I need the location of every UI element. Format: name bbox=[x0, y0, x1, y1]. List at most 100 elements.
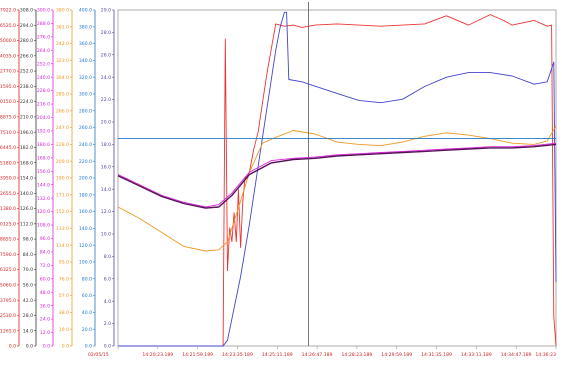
y-axis-1-tick-label: 26535.0 bbox=[0, 23, 16, 29]
plot-area bbox=[117, 9, 557, 347]
y-axis-6-tick-label: 4.0 bbox=[104, 299, 111, 305]
y-axis-5-tick-label: 20.0 bbox=[82, 327, 92, 333]
y-axis-3-tick-label: 144.0 bbox=[37, 182, 50, 188]
x-axis-tick-label: 14:28:23.189 bbox=[341, 352, 372, 358]
y-axis-3-tick-label: 264.0 bbox=[37, 48, 50, 54]
y-axis-1-tick-label: 21595.0 bbox=[0, 84, 16, 90]
y-axis-1-tick-label: 10125.0 bbox=[0, 221, 16, 227]
y-axis-5-tick-label: 260.0 bbox=[79, 125, 92, 131]
x-axis-tick-label: 14:34:47.189 bbox=[501, 352, 532, 358]
y-axis-2-tick-label: 126.0 bbox=[20, 206, 33, 212]
y-axis-1-tick-label: 17510.0 bbox=[0, 130, 16, 136]
y-axes-group: 27922.0 26535.0 25000.0 24035.0 22770.0 21595… bbox=[0, 8, 115, 350]
y-axis-1-tick-label: 18875.0 bbox=[0, 115, 16, 121]
y-axis-3-tick-label: 48.0 bbox=[40, 290, 50, 296]
x-axis-tick-label: 14:25:11.189 bbox=[262, 352, 293, 358]
y-axis-1-tick-label: 3795.0 bbox=[0, 298, 16, 304]
y-axis-3-tick-label: 0.0 bbox=[43, 344, 50, 350]
y-axis-4-tick-label: 209.0 bbox=[56, 159, 69, 165]
y-axis-3-tick-label: 228.0 bbox=[37, 88, 50, 94]
y-axis-1-tick-label: 8855.0 bbox=[0, 237, 16, 243]
y-axis-1-tick-label: 7590.0 bbox=[0, 252, 16, 258]
y-axis-2-tick-label: 182.0 bbox=[20, 145, 33, 151]
y-axis-1-tick-label: 0.0 bbox=[9, 344, 16, 350]
y-axis-2-tick-label: 252.0 bbox=[20, 69, 33, 75]
y-axis-2-tick-label: 140.0 bbox=[20, 191, 33, 197]
y-axis-6-tick-label: 24.0 bbox=[101, 75, 111, 81]
y-axis-4-tick-label: 285.0 bbox=[56, 92, 69, 98]
x-axis-tick-label: 14:31:35.189 bbox=[421, 352, 452, 358]
y-axis-5-tick-label: 340.0 bbox=[79, 58, 92, 64]
y-axis-6-tick-label: 29.0 bbox=[101, 8, 111, 14]
y-axis-3-tick-label: 36.0 bbox=[40, 303, 50, 309]
y-axis-5-tick-label: 300.0 bbox=[79, 92, 92, 98]
y-axis-3-tick-label: 156.0 bbox=[37, 169, 50, 175]
y-axis-5-tick-label: 180.0 bbox=[79, 192, 92, 198]
y-axis-6-tick-label: 26.0 bbox=[101, 52, 111, 58]
y-axis-2-tick-label: 14.0 bbox=[23, 328, 33, 334]
y-axis-3-tick-label: 180.0 bbox=[37, 142, 50, 148]
y-axis-5-tick-label: 360.0 bbox=[79, 41, 92, 47]
y-axis-6-tick-label: 0.0 bbox=[104, 344, 111, 350]
y-axis-6-tick-label: 18.0 bbox=[101, 142, 111, 148]
y-axis-5-tick-label: 240.0 bbox=[79, 142, 92, 148]
y-axis-2-tick-label: 168.0 bbox=[20, 160, 33, 166]
y-axis-1-tick-label: 2530.0 bbox=[0, 313, 16, 319]
y-axis-3-tick-label: 192.0 bbox=[37, 129, 50, 135]
x-axis-tick-label: 14:36:23 bbox=[535, 352, 556, 358]
y-axis-4-tick-label: 323.0 bbox=[56, 58, 69, 64]
series-line-6 bbox=[117, 143, 557, 209]
y-axis-4-tick-label: 361.0 bbox=[56, 24, 69, 30]
y-axis-5-tick-label: 400.0 bbox=[79, 8, 92, 14]
y-axis-3-tick-label: 168.0 bbox=[37, 155, 50, 161]
y-axis-3-tick-label: 240.0 bbox=[37, 75, 50, 81]
y-axis-5-tick-label: 220.0 bbox=[79, 159, 92, 165]
y-axis-3-tick-label: 84.0 bbox=[40, 250, 50, 256]
y-axis-5-tick-label: 200.0 bbox=[79, 176, 92, 182]
y-axis-5-tick-label: 80.0 bbox=[82, 276, 92, 282]
y-axis-1-tick-label: 16445.0 bbox=[0, 145, 16, 151]
y-axis-2-tick-label: 112.0 bbox=[20, 221, 33, 227]
y-axis-4-tick-label: 19.0 bbox=[59, 327, 69, 333]
y-axis-4-tick-label: 76.0 bbox=[59, 276, 69, 282]
y-axis-6-tick-label: 16.0 bbox=[101, 164, 111, 170]
x-axis-tick-label: 14:29:59.189 bbox=[381, 352, 412, 358]
y-axis-3-tick-label: 96.0 bbox=[40, 236, 50, 242]
y-axis-1-tick-label: 1265.0 bbox=[0, 328, 16, 334]
y-axis-2-tick-label: 280.0 bbox=[20, 38, 33, 44]
y-axis-6-tick-label: 2.0 bbox=[104, 321, 111, 327]
y-axis-2-tick-label: 28.0 bbox=[23, 313, 33, 319]
y-axis-5-tick-label: 100.0 bbox=[79, 260, 92, 266]
y-axis-3-tick-label: 72.0 bbox=[40, 263, 50, 269]
y-axis-4-tick-label: 190.0 bbox=[56, 176, 69, 182]
y-axis-4-tick-label: 247.0 bbox=[56, 125, 69, 131]
y-axis-2-tick-label: 266.0 bbox=[20, 53, 33, 59]
y-axis-4-tick-label: 228.0 bbox=[56, 142, 69, 148]
y-axis-5-tick-label: 380.0 bbox=[79, 24, 92, 30]
y-axis-5-tick-label: 320.0 bbox=[79, 75, 92, 81]
y-axis-4-tick-label: 114.0 bbox=[56, 243, 69, 249]
y-axis-3-tick-label: 12.0 bbox=[40, 330, 50, 336]
y-axis-1-tick-label: 15180.0 bbox=[0, 160, 16, 166]
series-group bbox=[117, 11, 557, 347]
y-axis-6-tick-label: 22.0 bbox=[101, 97, 111, 103]
y-axis-2-tick-label: 294.0 bbox=[20, 23, 33, 29]
y-axis-3-tick-label: 216.0 bbox=[37, 102, 50, 108]
y-axis-5-tick-label: 120.0 bbox=[79, 243, 92, 249]
x-axis-tick-label: 14:33:11.189 bbox=[461, 352, 492, 358]
y-axis-2-tick-label: 0.0 bbox=[26, 344, 33, 350]
y-axis-5-tick-label: 280.0 bbox=[79, 108, 92, 114]
y-axis-1-tick-label: 20150.0 bbox=[0, 99, 16, 105]
y-axis-3-tick-label: 204.0 bbox=[37, 115, 50, 121]
y-axis-1-tick-label: 24035.0 bbox=[0, 53, 16, 59]
x-axis-tick-label: 14:21:59.189 bbox=[182, 352, 213, 358]
y-axis-2-tick-label: 98.0 bbox=[23, 237, 33, 243]
y-axis-5-tick-label: 60.0 bbox=[82, 293, 92, 299]
y-axis-6-tick-label: 8.0 bbox=[104, 254, 111, 260]
y-axis-5-tick-label: 40.0 bbox=[82, 310, 92, 316]
x-axis-group: 02/05/15 14:20:23.189 14:21:59.189 14:23:35… bbox=[88, 346, 557, 358]
y-axis-4-tick-label: 380.0 bbox=[56, 8, 69, 14]
y-axis-6-tick-label: 10.0 bbox=[101, 232, 111, 238]
series-line-2 bbox=[118, 11, 557, 347]
